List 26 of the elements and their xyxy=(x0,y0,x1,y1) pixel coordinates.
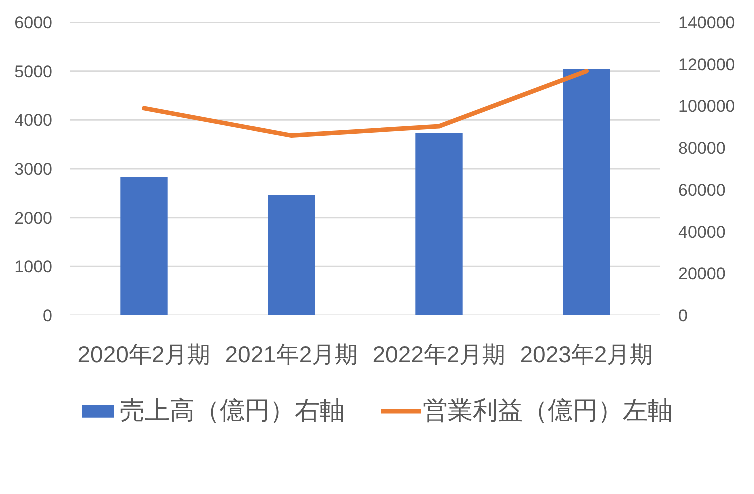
legend-label: 売上高（億円）右軸 xyxy=(120,396,345,427)
y2-tick-label: 60000 xyxy=(678,180,726,200)
y-tick-label: 1000 xyxy=(14,258,53,277)
x-tick-label: 2020年2月期 xyxy=(78,342,211,368)
y-tick-label: 6000 xyxy=(14,14,53,32)
y-tick-label: 5000 xyxy=(14,62,53,82)
line-series xyxy=(142,69,589,138)
bar xyxy=(268,195,316,316)
y-tick-label: 4000 xyxy=(14,111,53,130)
y-tick-label: 3000 xyxy=(14,160,53,179)
y2-tick-label: 120000 xyxy=(678,55,736,74)
bar xyxy=(120,177,168,316)
y2-tick-label: 20000 xyxy=(678,264,726,284)
y2-tick-label: 40000 xyxy=(678,222,726,242)
y2-tick-label: 0 xyxy=(678,306,688,326)
y-tick-label: 2000 xyxy=(14,208,53,228)
bar xyxy=(563,68,610,316)
y2-tick-label: 140000 xyxy=(678,14,736,32)
y-tick-label: 0 xyxy=(43,306,53,326)
bar xyxy=(416,133,463,316)
x-tick-label: 2022年2月期 xyxy=(372,342,506,368)
y2-tick-label: 80000 xyxy=(678,139,726,158)
x-tick-label: 2023年2月期 xyxy=(520,342,654,368)
y2-tick-label: 100000 xyxy=(678,97,736,116)
x-tick-label: 2021年2月期 xyxy=(225,342,358,368)
legend-label: 営業利益（億円）左軸 xyxy=(423,396,673,427)
